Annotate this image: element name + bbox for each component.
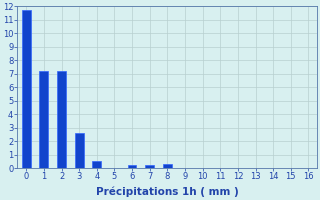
Bar: [75, 133, 84, 168]
Bar: [57, 71, 66, 168]
Bar: [39, 71, 48, 168]
Bar: [92, 161, 101, 168]
Bar: [145, 165, 154, 168]
Bar: [163, 164, 172, 168]
X-axis label: Précipitations 1h ( mm ): Précipitations 1h ( mm ): [96, 187, 239, 197]
Bar: [128, 165, 136, 168]
Bar: [22, 10, 31, 168]
